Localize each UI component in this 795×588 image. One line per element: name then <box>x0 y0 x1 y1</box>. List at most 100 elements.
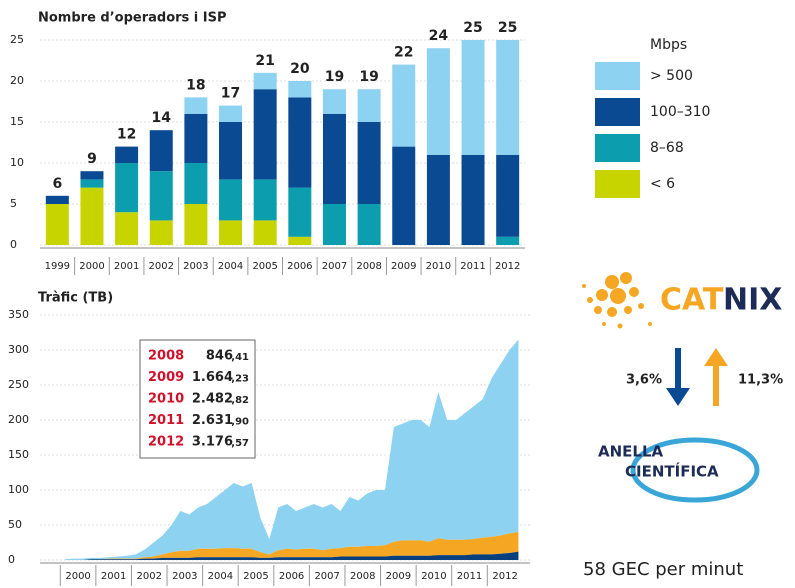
total-label: 19 <box>359 69 378 85</box>
area <box>64 551 519 560</box>
table-decimals: ,82 <box>231 395 249 406</box>
bar-segment <box>496 236 520 245</box>
chart-title: Tràfic (TB) <box>38 291 113 306</box>
y-tick-label: 350 <box>8 308 29 321</box>
table-decimals: ,57 <box>231 438 249 449</box>
x-tick-label: 2011 <box>460 261 485 272</box>
x-tick-label: 2006 <box>287 261 312 272</box>
areas <box>64 339 519 560</box>
y-tick-label: 20 <box>10 74 24 87</box>
bar-segment <box>80 179 104 188</box>
bar-segment <box>288 81 312 98</box>
y-tick-label: 0 <box>8 553 15 566</box>
table-decimals: ,90 <box>231 417 249 428</box>
total-label: 25 <box>463 20 482 36</box>
total-label: 20 <box>290 61 310 77</box>
up-label: 11,3% <box>738 373 783 388</box>
y-tick-label: 100 <box>8 483 29 496</box>
bar-segment <box>115 212 139 245</box>
bar-segment <box>288 97 312 188</box>
total-label: 9 <box>87 151 97 167</box>
x-tick-label: 2002 <box>149 261 174 272</box>
bar-segment <box>219 179 243 221</box>
bar-segment <box>496 40 520 155</box>
up-arrow <box>704 348 728 406</box>
bar-segment <box>357 122 381 204</box>
x-tick-label: 2003 <box>183 261 208 272</box>
table-value: 2.631 <box>192 413 233 428</box>
bar-segment <box>357 89 381 122</box>
y-tick-label: 200 <box>8 413 29 426</box>
down-label: 3,6% <box>626 373 662 388</box>
legend-swatch <box>595 170 640 198</box>
x-tick-label: 2000 <box>79 261 104 272</box>
bar-segment <box>45 195 69 204</box>
x-tick-label: 2005 <box>243 571 268 582</box>
bar-segment <box>184 204 208 245</box>
logo-ring <box>630 437 760 503</box>
bar-segment <box>461 154 485 245</box>
bar-segment <box>149 220 173 245</box>
x-tick-label: 2001 <box>101 571 126 582</box>
bar-segment <box>322 89 346 114</box>
bar-segment <box>253 89 277 180</box>
legend-label: 8–68 <box>650 140 684 156</box>
logo-text: CIENTÍFICA <box>625 462 719 481</box>
legend-swatch <box>595 62 640 90</box>
legend-swatch <box>595 134 640 162</box>
table-year: 2011 <box>148 413 184 428</box>
legend-label: 100–310 <box>650 104 710 120</box>
x-tick-label: 2004 <box>218 261 243 272</box>
logo-text: CAT <box>660 283 724 318</box>
x-tick-label: 2009 <box>391 261 416 272</box>
bar-segment <box>426 154 450 245</box>
x-tick-label: 2000 <box>65 571 90 582</box>
bar-segment <box>115 146 139 163</box>
bar-segment <box>253 179 277 221</box>
table-decimals: ,23 <box>231 374 249 385</box>
legend-label: > 500 <box>650 68 693 84</box>
bar-segment <box>219 105 243 122</box>
table-value: 846 <box>206 349 233 364</box>
y-tick-label: 300 <box>8 343 29 356</box>
bar-segment <box>219 220 243 245</box>
logo-text: ANELLA <box>598 443 664 461</box>
table-box <box>139 339 256 459</box>
total-label: 22 <box>394 45 413 61</box>
x-tick-label: 2008 <box>350 571 375 582</box>
area <box>64 339 519 560</box>
table-value: 1.664 <box>192 370 233 385</box>
bar-segment <box>149 130 173 172</box>
bar-segment <box>115 163 139 213</box>
x-tick-label: 1999 <box>45 261 70 272</box>
bar-segment <box>496 154 520 237</box>
bar-segment <box>149 171 173 221</box>
bar-segment <box>357 204 381 245</box>
bar-segment <box>288 187 312 237</box>
bar-segment <box>184 113 208 163</box>
table-decimals: ,41 <box>231 352 249 363</box>
total-label: 14 <box>152 110 172 126</box>
footer: 58 GEC per minut <box>583 559 743 580</box>
down-arrow <box>666 348 690 406</box>
y-tick-label: 150 <box>8 448 29 461</box>
total-label: 6 <box>52 176 62 192</box>
table-year: 2010 <box>148 392 184 407</box>
bar-segment <box>461 40 485 155</box>
x-tick-label: 2012 <box>492 571 517 582</box>
total-label: 24 <box>429 28 449 44</box>
bar-segment <box>80 187 104 245</box>
table-year: 2008 <box>148 349 184 364</box>
logo-text: NIX <box>723 283 782 318</box>
bar-segment <box>253 220 277 245</box>
total-label: 17 <box>221 86 240 102</box>
x-tick-label: 2012 <box>495 261 520 272</box>
total-label: 12 <box>117 127 136 143</box>
total-label: 25 <box>498 20 517 36</box>
bar-segment <box>45 204 69 245</box>
y-tick-label: 250 <box>8 378 29 391</box>
y-tick-label: 50 <box>8 518 22 531</box>
bar-segment <box>392 146 416 245</box>
y-tick-label: 25 <box>10 33 24 46</box>
x-tick-label: 2007 <box>322 261 347 272</box>
